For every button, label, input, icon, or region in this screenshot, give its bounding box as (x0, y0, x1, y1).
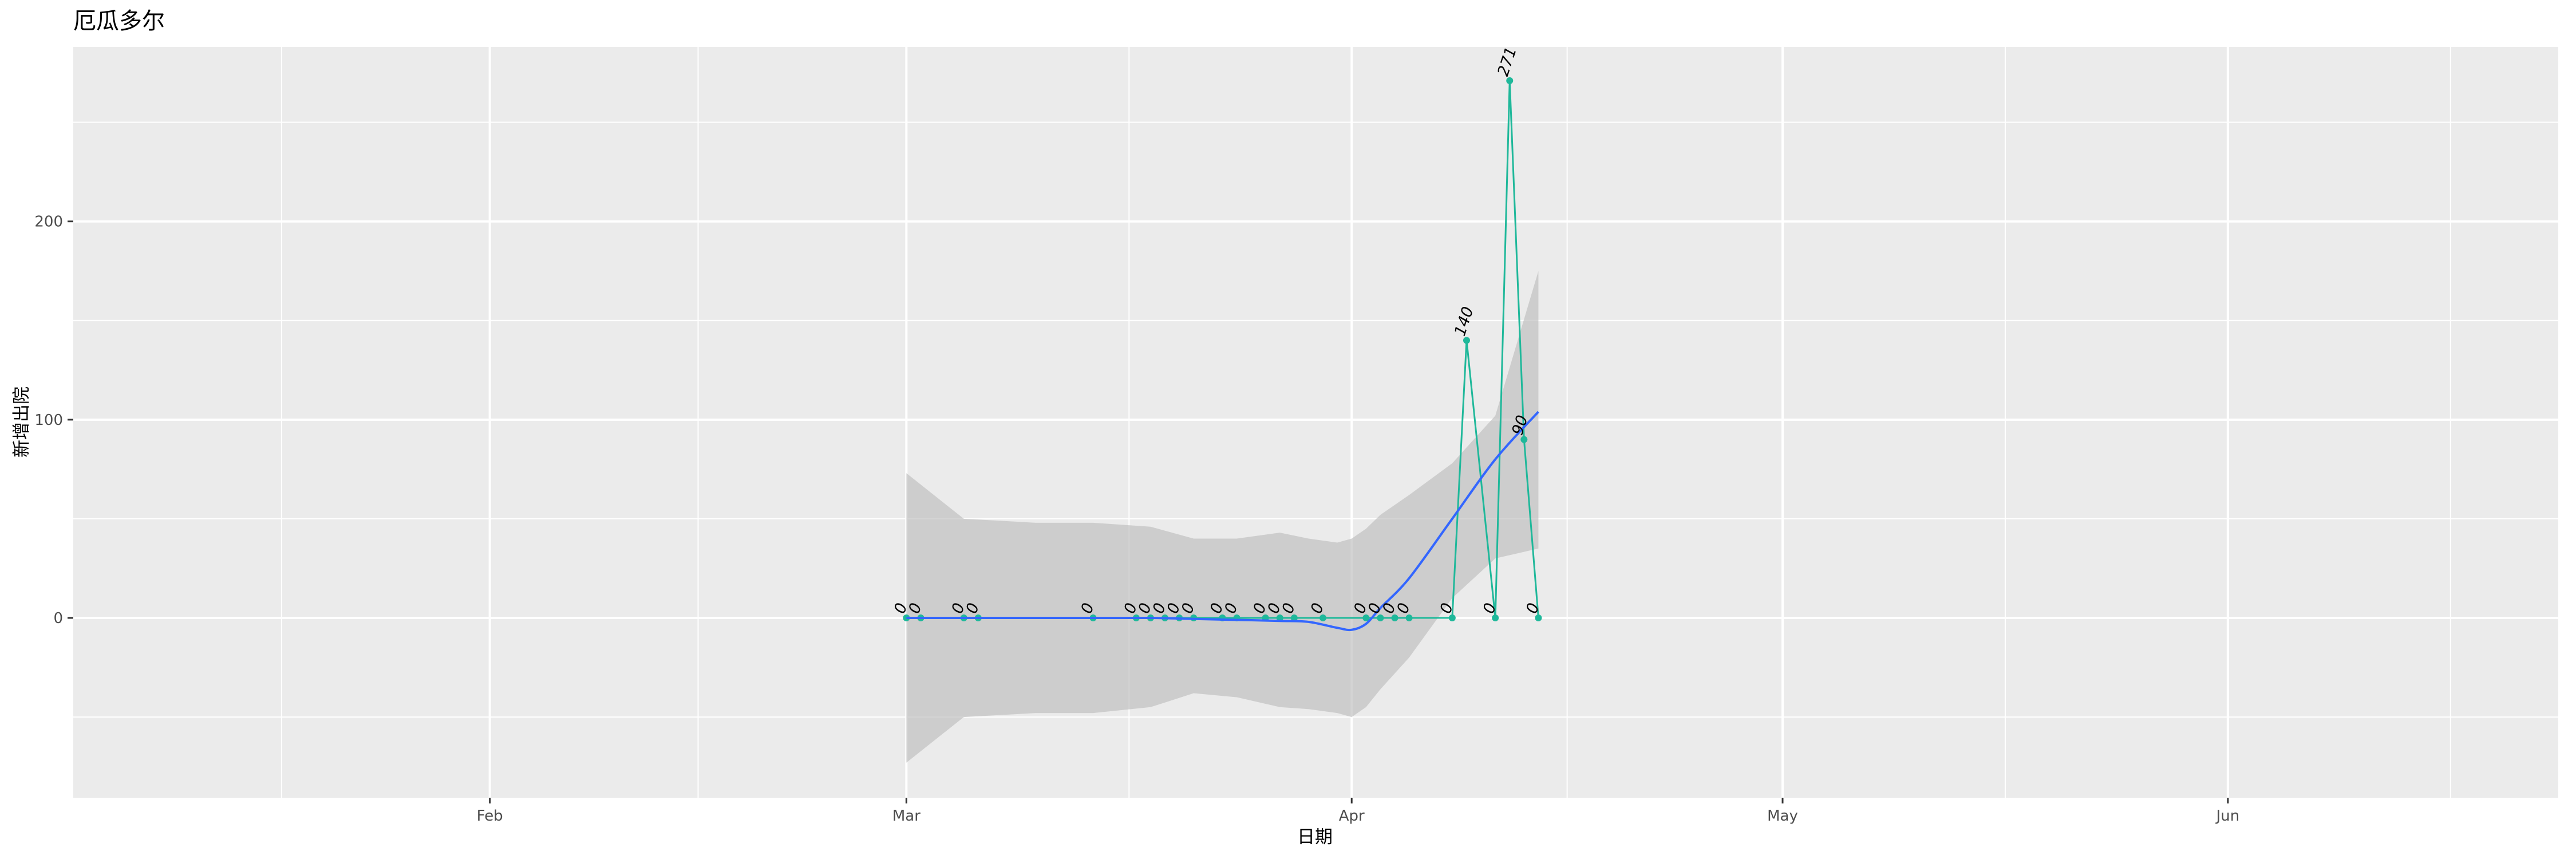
chart-title: 厄瓜多尔 (73, 8, 165, 34)
confidence-band-area (906, 271, 1539, 763)
x-tick-label: Feb (477, 807, 503, 825)
axes: Feb Mar Apr May Jun 0 100 200 (34, 214, 2239, 825)
data-point (1448, 614, 1456, 622)
data-point (1520, 436, 1528, 443)
gridlines (73, 47, 2558, 798)
y-tick-label: 200 (34, 214, 63, 231)
data-point (1506, 77, 1514, 84)
y-tick-label: 0 (53, 610, 63, 627)
data-point (1405, 614, 1413, 622)
smooth-curve (906, 411, 1539, 632)
x-tick-label: Mar (892, 807, 920, 825)
data-point (1377, 614, 1384, 622)
y-tick-label: 100 (34, 412, 63, 429)
data-point (1362, 614, 1370, 622)
confidence-band (906, 271, 1539, 763)
y-axis-title: 新增出院 (11, 387, 32, 458)
x-tick-label: Jun (2215, 807, 2240, 825)
data-point (1391, 614, 1398, 622)
data-point (1319, 614, 1327, 622)
smooth-line (906, 411, 1539, 632)
data-point (1276, 614, 1283, 622)
data-point (1290, 614, 1298, 622)
x-tick-label: May (1767, 807, 1798, 825)
data-point (1463, 337, 1470, 344)
x-tick-label: Apr (1339, 807, 1365, 825)
data-point (1492, 614, 1499, 622)
data-point (1535, 614, 1542, 622)
x-axis-title: 日期 (1297, 827, 1333, 848)
